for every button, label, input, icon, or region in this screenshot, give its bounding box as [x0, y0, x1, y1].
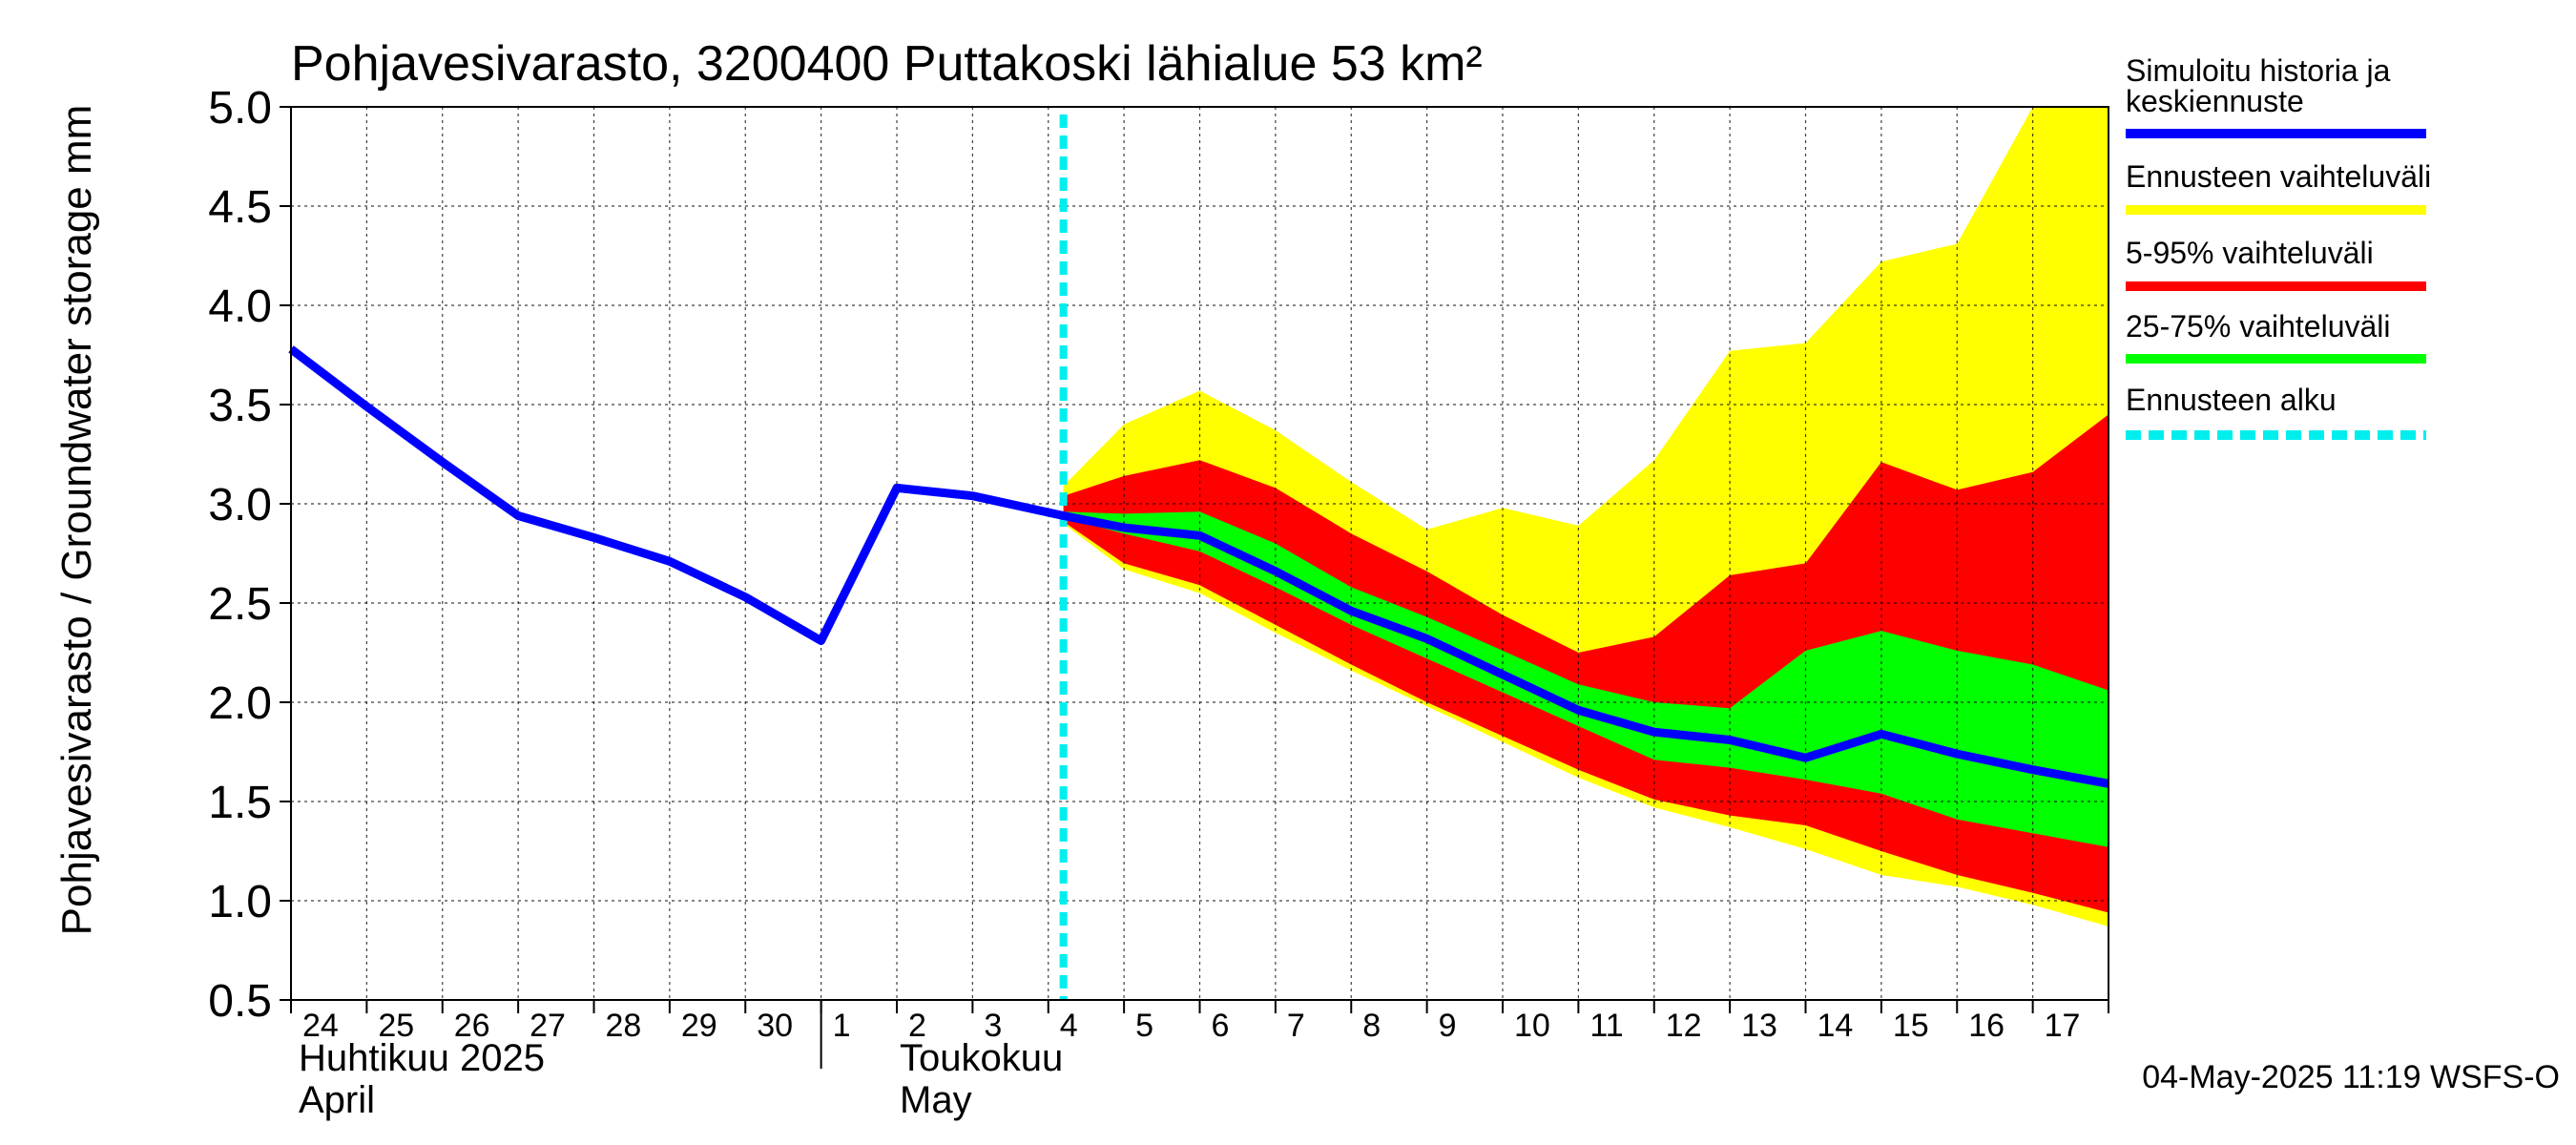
- x-tick-label: 9: [1439, 1008, 1457, 1044]
- forecast-bands: [1063, 107, 2109, 926]
- chart-title: Pohjavesivarasto, 3200400 Puttakoski läh…: [291, 36, 1483, 92]
- x-tick-label: 8: [1362, 1008, 1381, 1044]
- x-tick-label: 1: [833, 1008, 851, 1044]
- x-tick-label: 2: [908, 1008, 926, 1044]
- range-band-5-95: [1063, 414, 2109, 913]
- y-tick-label: 4.5: [208, 182, 272, 233]
- y-tick-label: 2.0: [208, 678, 272, 729]
- legend-label: 5-95% vaihteluväli: [2126, 236, 2374, 270]
- y-tick-label: 0.5: [208, 976, 272, 1027]
- timestamp-footer: 04-May-2025 11:19 WSFS-O: [2142, 1059, 2560, 1095]
- x-tick-label: 14: [1818, 1008, 1854, 1044]
- x-tick-label: 12: [1666, 1008, 1702, 1044]
- y-tick-label: 1.5: [208, 778, 272, 828]
- axis-labels: 0.51.01.52.02.53.03.54.04.55.024 25 26 27 28…: [208, 83, 2080, 1121]
- x-tick-label: 13: [1741, 1008, 1777, 1044]
- x-tick-label: 7: [1287, 1008, 1305, 1044]
- legend-label: Simuloitu historia ja: [2126, 53, 2391, 88]
- history-median-line: [288, 345, 2109, 788]
- y-tick-label: 2.5: [208, 579, 272, 630]
- legend-label: 25-75% vaihteluväli: [2126, 309, 2391, 344]
- x-tick-label: 15: [1893, 1008, 1929, 1044]
- legend-label: Ennusteen vaihteluväli: [2126, 159, 2431, 194]
- x-tick-label: 4: [1060, 1008, 1078, 1044]
- x-tick-label: 28: [606, 1008, 642, 1044]
- month-label-april-fi: Huhtikuu 2025: [299, 1037, 545, 1079]
- legend-label-line2: keskiennuste: [2126, 84, 2304, 118]
- plot-frame: [280, 106, 2109, 1069]
- month-label-may-fi: Toukokuu: [900, 1037, 1063, 1079]
- x-tick-label: 6: [1212, 1008, 1230, 1044]
- x-tick-label: 26: [454, 1008, 490, 1044]
- legend-label: Ennusteen alku: [2126, 383, 2337, 417]
- y-tick-label: 4.0: [208, 281, 272, 332]
- x-tick-label: 27: [530, 1008, 566, 1044]
- x-tick-label: 16: [1968, 1008, 2005, 1044]
- x-tick-label: 24: [302, 1008, 339, 1044]
- month-label-may-en: May: [900, 1079, 972, 1121]
- y-tick-label: 3.0: [208, 480, 272, 531]
- y-tick-label: 3.5: [208, 381, 272, 431]
- series-lines: [288, 114, 2109, 1000]
- x-tick-label: 10: [1514, 1008, 1550, 1044]
- x-tick-label: 25: [378, 1008, 414, 1044]
- month-label-april-en: April: [299, 1079, 375, 1121]
- x-tick-label: 17: [2045, 1008, 2081, 1044]
- x-tick-label: 30: [757, 1008, 793, 1044]
- x-tick-label: 3: [984, 1008, 1002, 1044]
- x-tick-label: 11: [1589, 1008, 1623, 1044]
- grid-lines: [291, 107, 2109, 1000]
- x-tick-label: 5: [1135, 1008, 1153, 1044]
- x-tick-label: 29: [681, 1008, 717, 1044]
- y-tick-label: 1.0: [208, 877, 272, 927]
- y-axis-label: Pohjavesivarasto / Groundwater storage m…: [53, 105, 100, 936]
- y-tick-label: 5.0: [208, 83, 272, 134]
